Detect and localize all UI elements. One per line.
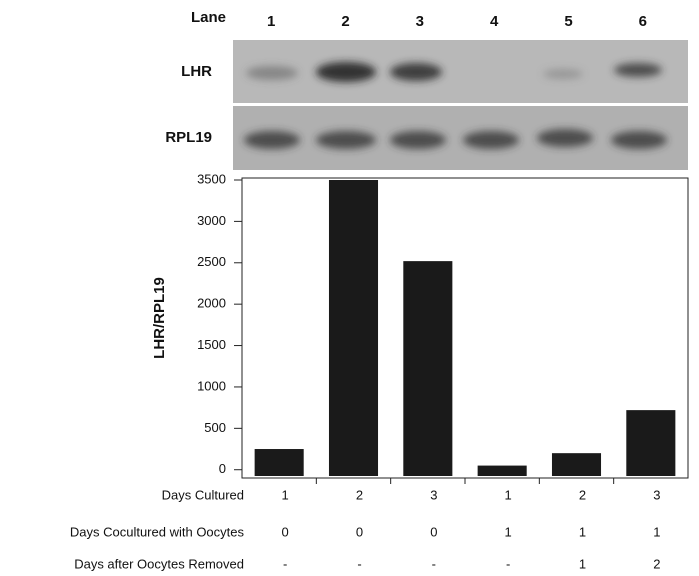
condition-value: 0 [356, 524, 363, 539]
condition-value: 1 [579, 556, 586, 571]
lane-number: 5 [564, 13, 572, 30]
condition-value: - [357, 556, 361, 571]
condition-label: Days Cocultured with Oocytes [70, 524, 245, 539]
condition-value: 1 [505, 524, 512, 539]
condition-value: 0 [430, 524, 437, 539]
figure: Lane LHR RPL19 LHR/RPL19 050010001500200… [0, 0, 699, 576]
bar [626, 410, 675, 476]
condition-value: 2 [579, 487, 586, 502]
y-tick-label: 2500 [197, 254, 226, 269]
condition-value: 2 [653, 556, 660, 571]
y-tick-label: 1500 [197, 337, 226, 352]
condition-label: Days Cultured [162, 487, 244, 502]
condition-value: 3 [430, 487, 437, 502]
bar [329, 180, 378, 476]
condition-value: - [506, 556, 510, 571]
blot-label: RPL19 [165, 129, 212, 146]
condition-value: 1 [579, 524, 586, 539]
condition-value: - [432, 556, 436, 571]
bar [403, 261, 452, 476]
y-tick-label: 3500 [197, 171, 226, 186]
y-axis-label: LHR/RPL19 [151, 277, 168, 359]
y-tick-label: 500 [204, 420, 226, 435]
condition-value: 1 [653, 524, 660, 539]
bar [478, 466, 527, 476]
lane-number: 6 [639, 13, 647, 30]
lane-number: 2 [341, 13, 349, 30]
lane-label: Lane [191, 9, 226, 26]
condition-value: 1 [505, 487, 512, 502]
condition-value: 0 [282, 524, 289, 539]
y-tick-label: 2000 [197, 296, 226, 311]
y-tick-label: 1000 [197, 378, 226, 393]
bar [552, 453, 601, 476]
blot-label: LHR [181, 63, 212, 80]
y-tick-label: 0 [219, 461, 226, 476]
condition-value: 1 [282, 487, 289, 502]
y-tick-label: 3000 [197, 213, 226, 228]
bar [255, 449, 304, 476]
condition-value: 2 [356, 487, 363, 502]
lane-number: 3 [416, 13, 424, 30]
condition-label: Days after Oocytes Removed [74, 556, 244, 571]
lane-number: 1 [267, 13, 275, 30]
plot-frame [242, 178, 688, 478]
condition-value: 3 [653, 487, 660, 502]
lane-number: 4 [490, 13, 499, 30]
condition-value: - [283, 556, 287, 571]
